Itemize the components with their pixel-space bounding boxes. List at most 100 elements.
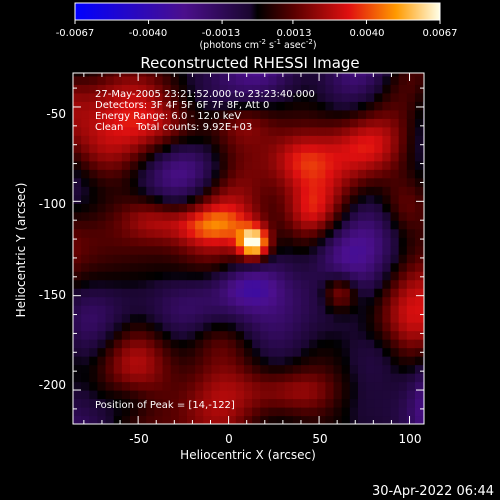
heatmap-cell — [276, 288, 286, 298]
heatmap-cell — [252, 177, 261, 187]
heatmap-cell — [97, 373, 107, 383]
heatmap-cell — [178, 288, 188, 298]
heatmap-cell — [89, 75, 99, 85]
heatmap-cell — [89, 398, 99, 408]
heatmap-cell — [138, 126, 147, 136]
heatmap-cell — [333, 186, 343, 196]
heatmap-cell — [235, 160, 245, 170]
heatmap-cell — [357, 143, 367, 153]
heatmap-cell — [374, 279, 383, 289]
heatmap-cell — [154, 364, 164, 374]
heatmap-cell — [357, 271, 367, 281]
heatmap-cell — [406, 305, 416, 315]
heatmap-cell — [260, 356, 269, 366]
heatmap-cell — [211, 237, 221, 247]
heatmap-cell — [260, 75, 269, 85]
heatmap-cell — [341, 194, 351, 204]
heatmap-cell — [146, 109, 156, 119]
heatmap-cell — [178, 330, 188, 340]
heatmap-cell — [390, 75, 400, 85]
heatmap-cell — [406, 160, 416, 170]
heatmap-cell — [154, 407, 164, 417]
heatmap-cell — [357, 322, 367, 332]
heatmap-cell — [178, 390, 188, 400]
heatmap-cell — [105, 152, 115, 162]
heatmap-cell — [390, 364, 400, 374]
heatmap-cell — [382, 313, 392, 323]
heatmap-cell — [349, 237, 359, 247]
heatmap-cell — [317, 364, 326, 374]
heatmap-cell — [219, 356, 229, 366]
heatmap-cell — [170, 152, 180, 162]
heatmap-cell — [398, 160, 408, 170]
heatmap-cell — [81, 407, 90, 417]
heatmap-cell — [227, 288, 237, 298]
heatmap-cell — [398, 101, 408, 111]
heatmap-cell — [300, 126, 310, 136]
heatmap-cell — [406, 390, 416, 400]
heatmap-cell — [113, 356, 123, 366]
heatmap-cell — [105, 73, 115, 77]
heatmap-cell — [382, 118, 392, 128]
heatmap-cell — [235, 279, 245, 289]
heatmap-cell — [374, 262, 383, 272]
heatmap-cell — [406, 415, 416, 424]
heatmap-cell — [406, 254, 416, 264]
heatmap-cell — [382, 126, 392, 136]
heatmap-cell — [154, 339, 164, 349]
heatmap-cell — [374, 245, 383, 255]
heatmap-cell — [243, 109, 253, 119]
heatmap-cell — [121, 75, 131, 85]
heatmap-cell — [300, 296, 310, 306]
heatmap-cell — [300, 279, 310, 289]
heatmap-cell — [243, 330, 253, 340]
heatmap-cell — [309, 211, 318, 221]
heatmap-cell — [195, 186, 204, 196]
heatmap-cell — [138, 296, 147, 306]
heatmap-cell — [186, 279, 196, 289]
heatmap-cell — [333, 220, 343, 230]
heatmap-cell — [219, 92, 229, 102]
heatmap-cell — [105, 254, 115, 264]
heatmap-cell — [414, 194, 424, 204]
heatmap-cell — [211, 109, 221, 119]
heatmap-cell — [162, 84, 172, 94]
heatmap-cell — [154, 186, 164, 196]
heatmap-cell — [154, 177, 164, 187]
heatmap-cell — [414, 279, 424, 289]
heatmap-cell — [398, 228, 408, 238]
heatmap-cell — [129, 101, 139, 111]
heatmap-cell — [333, 245, 343, 255]
heatmap-cell — [89, 330, 99, 340]
heatmap-cell — [284, 143, 294, 153]
heatmap-cell — [162, 152, 172, 162]
heatmap-cell — [235, 373, 245, 383]
heatmap-cell — [138, 92, 147, 102]
heatmap-cell — [390, 288, 400, 298]
heatmap-cell — [138, 356, 147, 366]
heatmap-cell — [129, 186, 139, 196]
heatmap-cell — [186, 347, 196, 357]
heatmap-cell — [349, 203, 359, 213]
heatmap-cell — [227, 305, 237, 315]
heatmap-cell — [154, 169, 164, 179]
heatmap-cell — [154, 160, 164, 170]
heatmap-cell — [113, 228, 123, 238]
heatmap-cell — [129, 118, 139, 128]
heatmap-cell — [203, 313, 213, 323]
heatmap-cell — [366, 415, 375, 424]
heatmap-cell — [374, 254, 383, 264]
heatmap-cell — [341, 177, 351, 187]
heatmap-cell — [73, 245, 82, 255]
heatmap-cell — [333, 347, 343, 357]
heatmap-cell — [227, 296, 237, 306]
heatmap-cell — [382, 288, 392, 298]
heatmap-cell — [243, 143, 253, 153]
heatmap-cell — [382, 398, 392, 408]
heatmap-cell — [357, 381, 367, 391]
heatmap-cell — [284, 313, 294, 323]
heatmap-cell — [146, 381, 156, 391]
heatmap-cell — [325, 186, 335, 196]
heatmap-cell — [170, 245, 180, 255]
heatmap-cell — [178, 407, 188, 417]
